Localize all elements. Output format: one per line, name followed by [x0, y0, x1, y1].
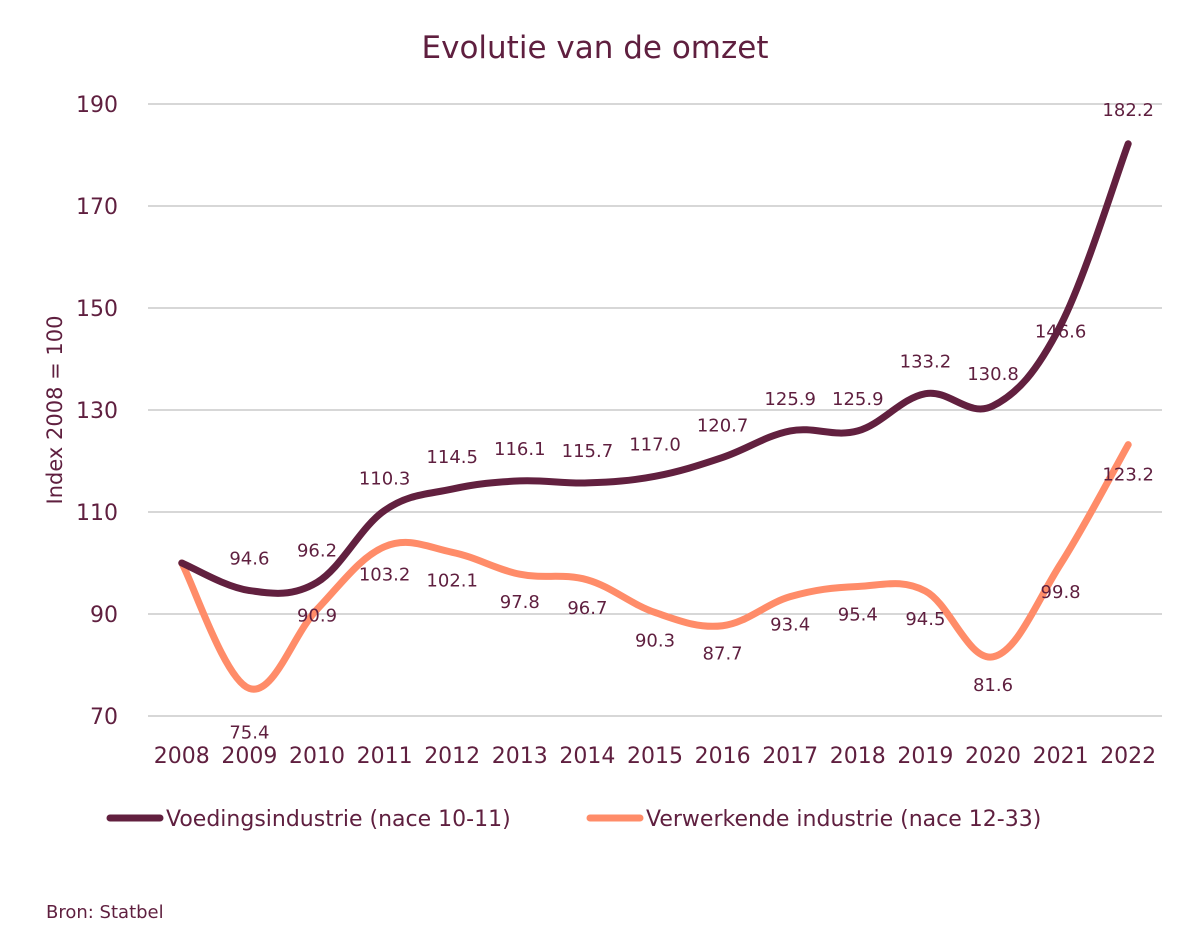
data-label-verwerkende-industrie: 90.3 [635, 630, 675, 651]
data-label-verwerkende-industrie: 96.7 [567, 598, 607, 619]
data-label-voedingsindustrie: 116.1 [494, 439, 546, 460]
data-label-voedingsindustrie: 94.6 [229, 549, 269, 570]
data-labels: 94.6 96.2 110.3 114.5 116.1 115.7 117.0 120.7 12… [229, 100, 1154, 744]
x-tick-label: 2014 [559, 744, 615, 769]
x-tick-label: 2016 [695, 744, 751, 769]
y-tick-label: 190 [76, 93, 118, 118]
legend-label: Voedingsindustrie (nace 10-11) [166, 807, 511, 832]
data-label-voedingsindustrie: 130.8 [967, 364, 1019, 385]
data-label-voedingsindustrie: 117.0 [629, 434, 681, 455]
legend-label: Verwerkende industrie (nace 12-33) [646, 807, 1041, 832]
x-axis-ticks: 2008 2009 2010 2011 2012 2013 2014 2015 2016 2017… [154, 744, 1156, 769]
chart-title: Evolutie van de omzet [422, 30, 769, 66]
data-label-voedingsindustrie: 120.7 [697, 415, 749, 436]
x-tick-label: 2019 [897, 744, 953, 769]
data-label-voedingsindustrie: 125.9 [832, 389, 884, 410]
x-tick-label: 2021 [1033, 744, 1089, 769]
data-label-verwerkende-industrie: 90.9 [297, 605, 337, 626]
data-label-verwerkende-industrie: 81.6 [973, 675, 1013, 696]
data-label-verwerkende-industrie: 102.1 [426, 570, 478, 591]
data-label-verwerkende-industrie: 123.2 [1102, 465, 1154, 486]
y-tick-label: 130 [76, 399, 118, 424]
y-tick-label: 150 [76, 297, 118, 322]
x-tick-label: 2017 [762, 744, 818, 769]
x-tick-label: 2015 [627, 744, 683, 769]
data-label-verwerkende-industrie: 93.4 [770, 615, 810, 636]
source-note: Bron: Statbel [46, 902, 164, 923]
data-label-voedingsindustrie: 115.7 [562, 441, 614, 462]
data-label-voedingsindustrie: 114.5 [426, 447, 478, 468]
y-tick-label: 70 [90, 705, 118, 730]
legend: Voedingsindustrie (nace 10-11) Verwerkend… [106, 807, 1041, 832]
y-tick-label: 90 [90, 603, 118, 628]
data-label-voedingsindustrie: 182.2 [1102, 100, 1154, 121]
x-tick-label: 2009 [221, 744, 277, 769]
data-label-voedingsindustrie: 125.9 [764, 389, 816, 410]
x-tick-label: 2010 [289, 744, 345, 769]
data-label-verwerkende-industrie: 95.4 [838, 604, 878, 625]
data-label-verwerkende-industrie: 87.7 [703, 644, 743, 665]
data-label-verwerkende-industrie: 99.8 [1041, 582, 1081, 603]
series-line-verwerkende-industrie [178, 441, 1132, 693]
x-tick-label: 2008 [154, 744, 210, 769]
data-label-verwerkende-industrie: 103.2 [359, 565, 411, 586]
data-label-verwerkende-industrie: 75.4 [229, 722, 269, 743]
x-tick-label: 2018 [830, 744, 886, 769]
series-lines [178, 140, 1132, 693]
data-label-voedingsindustrie: 146.6 [1035, 321, 1087, 342]
y-tick-label: 110 [76, 501, 118, 526]
data-label-voedingsindustrie: 96.2 [297, 540, 337, 561]
data-label-verwerkende-industrie: 97.8 [500, 592, 540, 613]
x-tick-label: 2022 [1100, 744, 1156, 769]
y-axis-ticks: 70 90 110 130 150 170 190 [76, 93, 118, 730]
data-label-verwerkende-industrie: 94.5 [905, 609, 945, 630]
x-tick-label: 2020 [965, 744, 1021, 769]
x-tick-label: 2013 [492, 744, 548, 769]
series-line-voedingsindustrie [178, 140, 1132, 597]
data-label-voedingsindustrie: 110.3 [359, 468, 411, 489]
x-tick-label: 2012 [424, 744, 480, 769]
x-tick-label: 2011 [357, 744, 413, 769]
y-tick-label: 170 [76, 195, 118, 220]
y-axis-label: Index 2008 = 100 [43, 316, 67, 505]
data-label-voedingsindustrie: 133.2 [900, 352, 952, 373]
